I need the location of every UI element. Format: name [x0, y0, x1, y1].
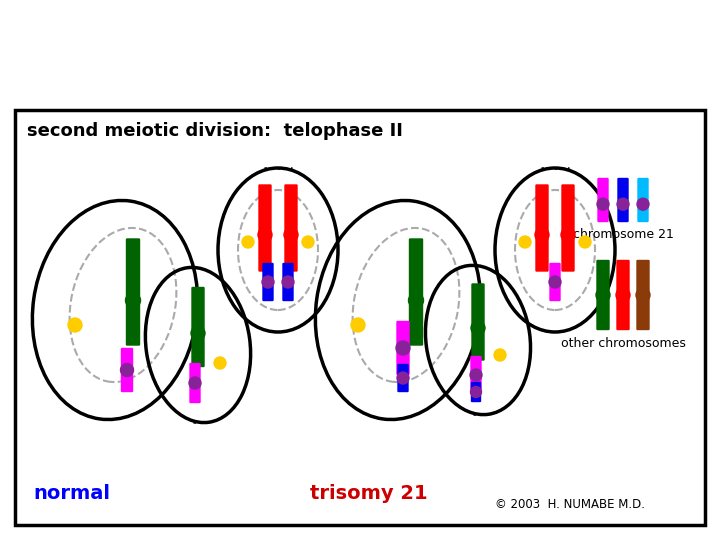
Circle shape: [597, 198, 609, 210]
Circle shape: [351, 318, 365, 332]
Circle shape: [242, 236, 254, 248]
FancyBboxPatch shape: [262, 263, 274, 283]
FancyBboxPatch shape: [637, 203, 649, 222]
Circle shape: [470, 387, 482, 397]
FancyBboxPatch shape: [284, 234, 297, 272]
Circle shape: [494, 349, 506, 361]
FancyBboxPatch shape: [535, 234, 549, 272]
FancyBboxPatch shape: [637, 178, 649, 205]
FancyBboxPatch shape: [616, 260, 630, 296]
FancyBboxPatch shape: [562, 184, 575, 236]
FancyBboxPatch shape: [121, 369, 133, 392]
Circle shape: [561, 228, 575, 242]
FancyBboxPatch shape: [617, 203, 629, 222]
Text: other chromosomes: other chromosomes: [561, 337, 685, 350]
Circle shape: [616, 288, 630, 302]
FancyBboxPatch shape: [617, 178, 629, 205]
Bar: [15, 110, 705, 525]
FancyBboxPatch shape: [616, 294, 630, 330]
FancyBboxPatch shape: [126, 238, 140, 302]
FancyBboxPatch shape: [562, 234, 575, 272]
FancyBboxPatch shape: [192, 332, 204, 367]
Circle shape: [519, 236, 531, 248]
FancyBboxPatch shape: [598, 203, 608, 222]
Circle shape: [189, 377, 201, 389]
FancyBboxPatch shape: [598, 178, 608, 205]
FancyBboxPatch shape: [596, 294, 610, 330]
FancyBboxPatch shape: [396, 347, 410, 375]
Circle shape: [408, 293, 423, 308]
FancyBboxPatch shape: [549, 263, 561, 283]
FancyBboxPatch shape: [126, 299, 140, 346]
Circle shape: [471, 321, 485, 335]
Circle shape: [214, 357, 226, 369]
FancyBboxPatch shape: [472, 284, 485, 329]
FancyBboxPatch shape: [192, 287, 204, 334]
Circle shape: [258, 228, 272, 242]
FancyBboxPatch shape: [636, 294, 649, 330]
Circle shape: [396, 341, 410, 355]
Circle shape: [617, 198, 629, 210]
Circle shape: [125, 293, 140, 308]
Circle shape: [535, 228, 549, 242]
Circle shape: [397, 372, 409, 384]
FancyBboxPatch shape: [258, 184, 271, 236]
Circle shape: [191, 326, 205, 340]
FancyBboxPatch shape: [596, 260, 610, 296]
Text: normal: normal: [33, 484, 110, 503]
FancyBboxPatch shape: [535, 184, 549, 236]
Circle shape: [636, 288, 650, 302]
FancyBboxPatch shape: [121, 348, 133, 371]
Text: chromosome 21: chromosome 21: [572, 228, 673, 241]
Circle shape: [284, 228, 298, 242]
FancyBboxPatch shape: [636, 260, 649, 296]
Text: trisomy 21: trisomy 21: [310, 484, 428, 503]
FancyBboxPatch shape: [396, 321, 410, 349]
FancyBboxPatch shape: [409, 238, 423, 302]
FancyBboxPatch shape: [549, 281, 561, 301]
FancyBboxPatch shape: [189, 382, 201, 403]
Circle shape: [596, 288, 610, 302]
FancyBboxPatch shape: [470, 356, 482, 376]
Circle shape: [282, 276, 294, 288]
Circle shape: [637, 198, 649, 210]
Text: second meiotic division:  telophase II: second meiotic division: telophase II: [27, 122, 403, 140]
Circle shape: [68, 318, 82, 332]
FancyBboxPatch shape: [397, 364, 409, 379]
Circle shape: [262, 276, 274, 288]
FancyBboxPatch shape: [472, 327, 485, 361]
Circle shape: [579, 236, 591, 248]
FancyBboxPatch shape: [409, 299, 423, 346]
FancyBboxPatch shape: [397, 377, 409, 392]
Circle shape: [302, 236, 314, 248]
FancyBboxPatch shape: [189, 363, 201, 384]
FancyBboxPatch shape: [282, 263, 294, 283]
FancyBboxPatch shape: [471, 391, 481, 402]
Circle shape: [470, 369, 482, 381]
FancyBboxPatch shape: [258, 234, 271, 272]
Circle shape: [120, 363, 133, 376]
FancyBboxPatch shape: [284, 184, 297, 236]
FancyBboxPatch shape: [471, 382, 481, 393]
Circle shape: [549, 276, 561, 288]
FancyBboxPatch shape: [262, 281, 274, 301]
FancyBboxPatch shape: [470, 374, 482, 394]
Text: © 2003  H. NUMABE M.D.: © 2003 H. NUMABE M.D.: [495, 498, 645, 511]
FancyBboxPatch shape: [282, 281, 294, 301]
